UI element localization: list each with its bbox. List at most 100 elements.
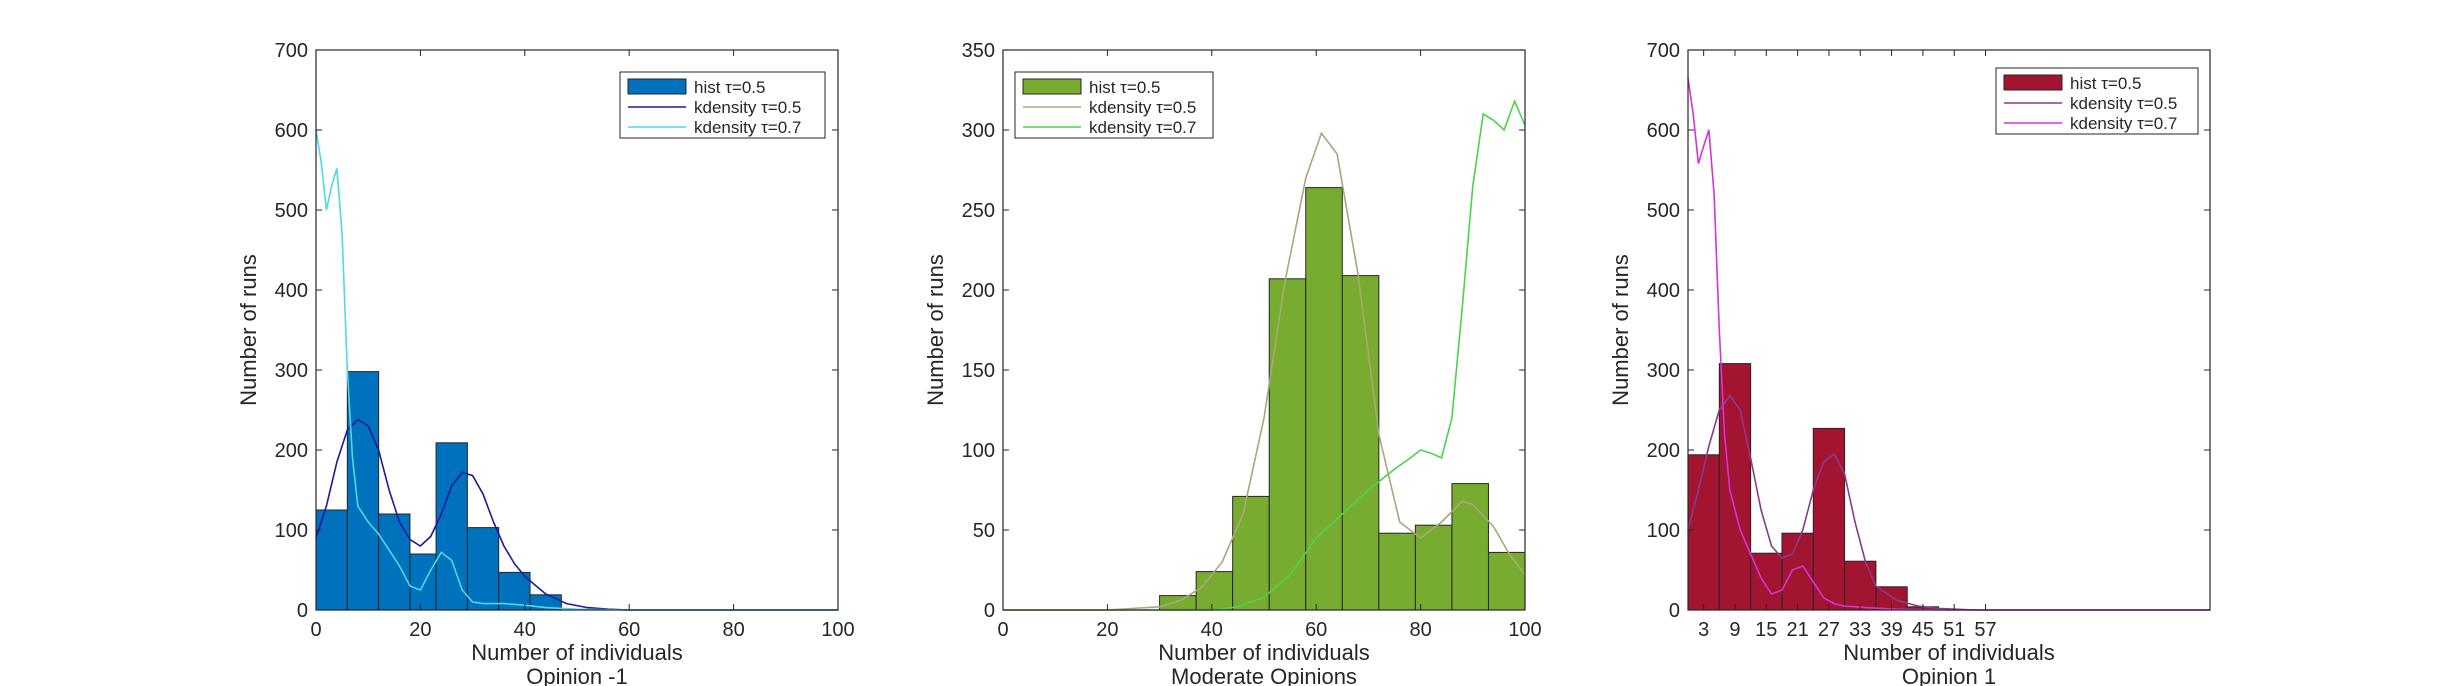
x-axis-subtitle: Opinion 1: [1902, 664, 1996, 686]
x-tick-label: 40: [1201, 619, 1223, 641]
x-tick-label: 20: [409, 619, 431, 641]
y-tick-label: 600: [1647, 120, 1680, 142]
y-tick-label: 0: [1669, 600, 1680, 622]
y-tick-label: 200: [1647, 440, 1680, 462]
x-tick-label: 0: [310, 619, 321, 641]
legend-label: kdensity τ=0.7: [2070, 114, 2177, 133]
plot-area: [1688, 50, 2210, 610]
y-tick-label: 0: [297, 600, 308, 622]
x-axis-label: Number of individuals: [471, 640, 683, 665]
y-tick-label: 100: [962, 440, 995, 462]
y-tick-label: 150: [962, 360, 995, 382]
y-tick-label: 250: [962, 200, 995, 222]
x-tick-label: 0: [997, 619, 1008, 641]
hist-bar-7: [1378, 532, 1416, 611]
x-tick-label: 33: [1849, 619, 1871, 641]
hist-bar-5: [1812, 427, 1846, 611]
y-tick-label: 500: [1647, 200, 1680, 222]
x-axis-subtitle: Moderate Opinions: [1171, 664, 1357, 686]
hist-bar-5: [435, 442, 468, 611]
x-tick-label: 60: [1305, 619, 1327, 641]
x-tick-label: 3: [1698, 619, 1709, 641]
legend-label: kdensity τ=0.7: [1089, 118, 1196, 137]
x-tick-label: 39: [1880, 619, 1902, 641]
y-tick-label: 200: [962, 280, 995, 302]
legend-label: kdensity τ=0.5: [2070, 94, 2177, 113]
chart-panel-3: 3 9 15 21 27 33 39 45 51 570100200300400500600700…: [1608, 40, 2211, 686]
axes-box: [315, 49, 839, 611]
kdensity-line-1: [315, 418, 838, 611]
legend-swatch-hist: [627, 78, 687, 95]
hist-bar-4: [1268, 278, 1307, 611]
hist-bar-4: [409, 553, 437, 611]
y-tick-label: 50: [973, 520, 995, 542]
x-axis-subtitle: Opinion -1: [526, 664, 628, 686]
hist-bar-1: [1159, 595, 1197, 611]
legend-label: hist τ=0.5: [694, 78, 765, 97]
y-tick-label: 300: [962, 120, 995, 142]
x-tick-label: 20: [1096, 619, 1118, 641]
kdensity-line-2: [1003, 99, 1526, 611]
x-tick-label: 60: [618, 619, 640, 641]
hist-bar-2: [1718, 363, 1752, 611]
y-tick-label: 700: [1647, 40, 1680, 62]
kdensity-line-2: [315, 129, 838, 611]
x-tick-label: 80: [1409, 619, 1431, 641]
hist-bar-10: [1487, 551, 1526, 611]
hist-bar-3: [1232, 495, 1270, 611]
hist-bar-2: [1195, 571, 1234, 611]
x-tick-label: 40: [514, 619, 536, 641]
x-tick-label: 100: [1508, 619, 1541, 641]
y-tick-label: 500: [275, 200, 308, 222]
y-tick-label: 300: [1647, 360, 1680, 382]
legend-label: kdensity τ=0.7: [694, 118, 801, 137]
y-axis-label: Number of runs: [923, 254, 948, 406]
x-axis-label: Number of individuals: [1158, 640, 1370, 665]
legend-label: hist τ=0.5: [1089, 78, 1160, 97]
hist-bar-4: [1781, 532, 1814, 611]
x-tick-label: 45: [1912, 619, 1934, 641]
axes-box: [1687, 49, 2211, 611]
y-tick-label: 0: [984, 600, 995, 622]
x-tick-label: 9: [1729, 619, 1740, 641]
kdensity-line-1: [1003, 131, 1526, 611]
axes-box: [1002, 49, 1526, 611]
y-tick-label: 400: [275, 280, 308, 302]
y-tick-label: 350: [962, 40, 995, 62]
legend-label: hist τ=0.5: [2070, 74, 2141, 93]
y-tick-label: 600: [275, 120, 308, 142]
x-tick-label: 57: [1974, 619, 1996, 641]
y-axis-label: Number of runs: [1608, 254, 1633, 406]
legend-label: kdensity τ=0.5: [1089, 98, 1196, 117]
hist-bar-2: [346, 371, 380, 611]
y-tick-label: 100: [1647, 520, 1680, 542]
hist-bar-3: [378, 513, 411, 611]
legend-swatch-hist: [2003, 74, 2063, 91]
hist-bar-3: [1750, 552, 1783, 611]
hist-bar-6: [466, 527, 500, 611]
legend-label: kdensity τ=0.5: [694, 98, 801, 117]
chart-panel-1: 0 20 40 60 80 100 0 100 200 300 400 500 600 700 Number…: [236, 40, 855, 686]
hist-bar-9: [1451, 483, 1489, 611]
hist-bar-6: [1341, 275, 1380, 611]
x-tick-label: 80: [722, 619, 744, 641]
y-tick-label: 400: [1647, 280, 1680, 302]
y-tick-label: 200: [275, 440, 308, 462]
y-axis-label: Number of runs: [236, 254, 261, 406]
x-tick-label: 51: [1943, 619, 1965, 641]
hist-bar-8: [1414, 524, 1453, 611]
x-axis-label: Number of individuals: [1843, 640, 2055, 665]
legend-swatch-hist: [1022, 78, 1082, 95]
hist-bar-1: [1687, 454, 1720, 611]
x-tick-label: 15: [1755, 619, 1777, 641]
hist-bar-6: [1844, 560, 1877, 611]
kdensity-line-2: [1687, 77, 2210, 611]
y-tick-label: 100: [275, 520, 308, 542]
hist-bar-1: [315, 509, 348, 611]
x-tick-label: 100: [821, 619, 854, 641]
x-tick-label: 27: [1818, 619, 1840, 641]
